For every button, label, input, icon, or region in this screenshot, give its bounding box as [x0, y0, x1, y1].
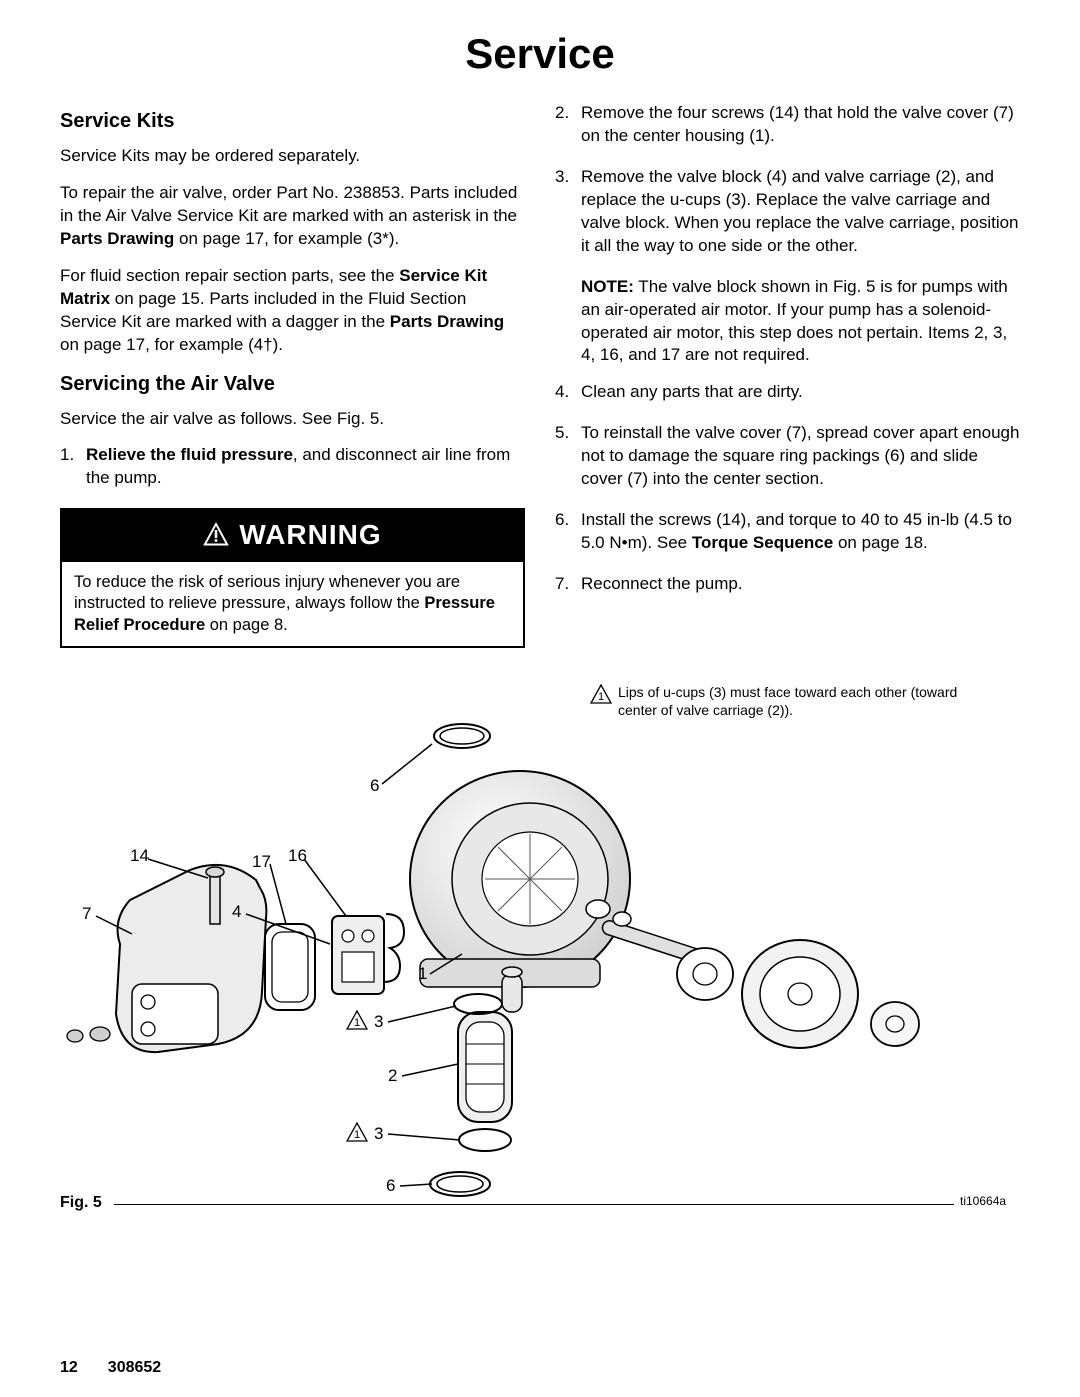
step-num: 7.: [555, 573, 581, 596]
page-footer: 12 308652: [60, 1359, 161, 1377]
warning-header: WARNING: [62, 510, 523, 562]
warning-title: WARNING: [239, 519, 381, 550]
warning-body: To reduce the risk of serious injury whe…: [62, 562, 523, 646]
label-3-top: 3: [374, 1012, 383, 1032]
marker-triangle-bottom: 1: [346, 1122, 368, 1142]
left-column: Service Kits Service Kits may be ordered…: [60, 102, 525, 664]
steps-right: 2. Remove the four screws (14) that hold…: [555, 102, 1020, 258]
step-num: 3.: [555, 166, 581, 258]
step-text: Install the screws (14), and torque to 4…: [581, 509, 1020, 555]
text: on page 17, for example (4†).: [60, 335, 283, 354]
label-14: 14: [130, 846, 149, 866]
label-17: 17: [252, 852, 271, 872]
page-title: Service: [60, 30, 1020, 78]
step-5: 5. To reinstall the valve cover (7), spr…: [555, 422, 1020, 491]
text: For fluid section repair section parts, …: [60, 266, 399, 285]
page-number: 12: [60, 1359, 78, 1376]
step-text: To reinstall the valve cover (7), spread…: [581, 422, 1020, 491]
note-block: NOTE: The valve block shown in Fig. 5 is…: [581, 276, 1020, 368]
step-6: 6. Install the screws (14), and torque t…: [555, 509, 1020, 555]
text: on page 8.: [205, 616, 288, 634]
carriage-cap: [502, 967, 522, 1012]
heading-service-kits: Service Kits: [60, 108, 525, 135]
exploded-view-diagram: [60, 684, 1020, 1224]
text: on page 18.: [833, 533, 928, 552]
step-text: Clean any parts that are dirty.: [581, 381, 1020, 404]
label-2: 2: [388, 1066, 397, 1086]
svg-text:1: 1: [354, 1129, 360, 1141]
right-column: 2. Remove the four screws (14) that hold…: [555, 102, 1020, 664]
step-text: Relieve the fluid pressure, and disconne…: [86, 444, 525, 490]
para-kits-order: Service Kits may be ordered separately.: [60, 145, 525, 168]
note-text: The valve block shown in Fig. 5 is for p…: [581, 277, 1008, 365]
step-num: 4.: [555, 381, 581, 404]
warning-box: WARNING To reduce the risk of serious in…: [60, 508, 525, 648]
label-6-bottom: 6: [386, 1176, 395, 1196]
figure-rule: [114, 1204, 954, 1205]
para-air-valve-kit: To repair the air valve, order Part No. …: [60, 182, 525, 251]
label-16: 16: [288, 846, 307, 866]
valve-cover: [67, 865, 266, 1052]
step-num: 1.: [60, 444, 86, 490]
step-1: 1. Relieve the fluid pressure, and disco…: [60, 444, 525, 490]
disc-stack: [677, 940, 919, 1048]
center-housing: [410, 771, 630, 987]
valve-carriage: [458, 1012, 512, 1122]
step-text: Remove the valve block (4) and valve car…: [581, 166, 1020, 258]
gasket: [265, 924, 315, 1010]
step-7: 7. Reconnect the pump.: [555, 573, 1020, 596]
step-2: 2. Remove the four screws (14) that hold…: [555, 102, 1020, 148]
doc-number: 308652: [108, 1359, 161, 1376]
parts-drawing-ref: Parts Drawing: [390, 312, 504, 331]
warning-icon: [203, 518, 229, 556]
figure-doc-id: ti10664a: [960, 1194, 1006, 1208]
valve-block: [332, 914, 404, 994]
label-1: 1: [418, 964, 427, 984]
label-4: 4: [232, 902, 241, 922]
figure-label: Fig. 5: [60, 1194, 102, 1212]
label-3-bottom: 3: [374, 1124, 383, 1144]
para-see-fig5: Service the air valve as follows. See Fi…: [60, 408, 525, 431]
text: To repair the air valve, order Part No. …: [60, 183, 517, 225]
step-text: Remove the four screws (14) that hold th…: [581, 102, 1020, 148]
torque-sequence-ref: Torque Sequence: [692, 533, 833, 552]
relieve-pressure: Relieve the fluid pressure: [86, 445, 293, 464]
step-3: 3. Remove the valve block (4) and valve …: [555, 166, 1020, 258]
steps-left: 1. Relieve the fluid pressure, and disco…: [60, 444, 525, 490]
svg-text:1: 1: [354, 1017, 360, 1029]
note-label: NOTE:: [581, 277, 634, 296]
marker-triangle-top: 1: [346, 1010, 368, 1030]
parts-drawing-ref: Parts Drawing: [60, 229, 174, 248]
heading-servicing-air-valve: Servicing the Air Valve: [60, 371, 525, 398]
steps-right-cont: 4. Clean any parts that are dirty. 5. To…: [555, 381, 1020, 596]
figure-5: 1 Lips of u-cups (3) must face toward ea…: [60, 684, 1020, 1224]
step-num: 2.: [555, 102, 581, 148]
para-fluid-section: For fluid section repair section parts, …: [60, 265, 525, 357]
label-7: 7: [82, 904, 91, 924]
step-4: 4. Clean any parts that are dirty.: [555, 381, 1020, 404]
o-ring-top: [434, 724, 490, 748]
side-clip: [384, 914, 404, 982]
content-columns: Service Kits Service Kits may be ordered…: [60, 102, 1020, 664]
text: on page 17, for example (3*).: [174, 229, 399, 248]
step-num: 5.: [555, 422, 581, 491]
step-num: 6.: [555, 509, 581, 555]
text: To reduce the risk of serious injury whe…: [74, 573, 460, 612]
label-6-top: 6: [370, 776, 379, 796]
step-text: Reconnect the pump.: [581, 573, 1020, 596]
